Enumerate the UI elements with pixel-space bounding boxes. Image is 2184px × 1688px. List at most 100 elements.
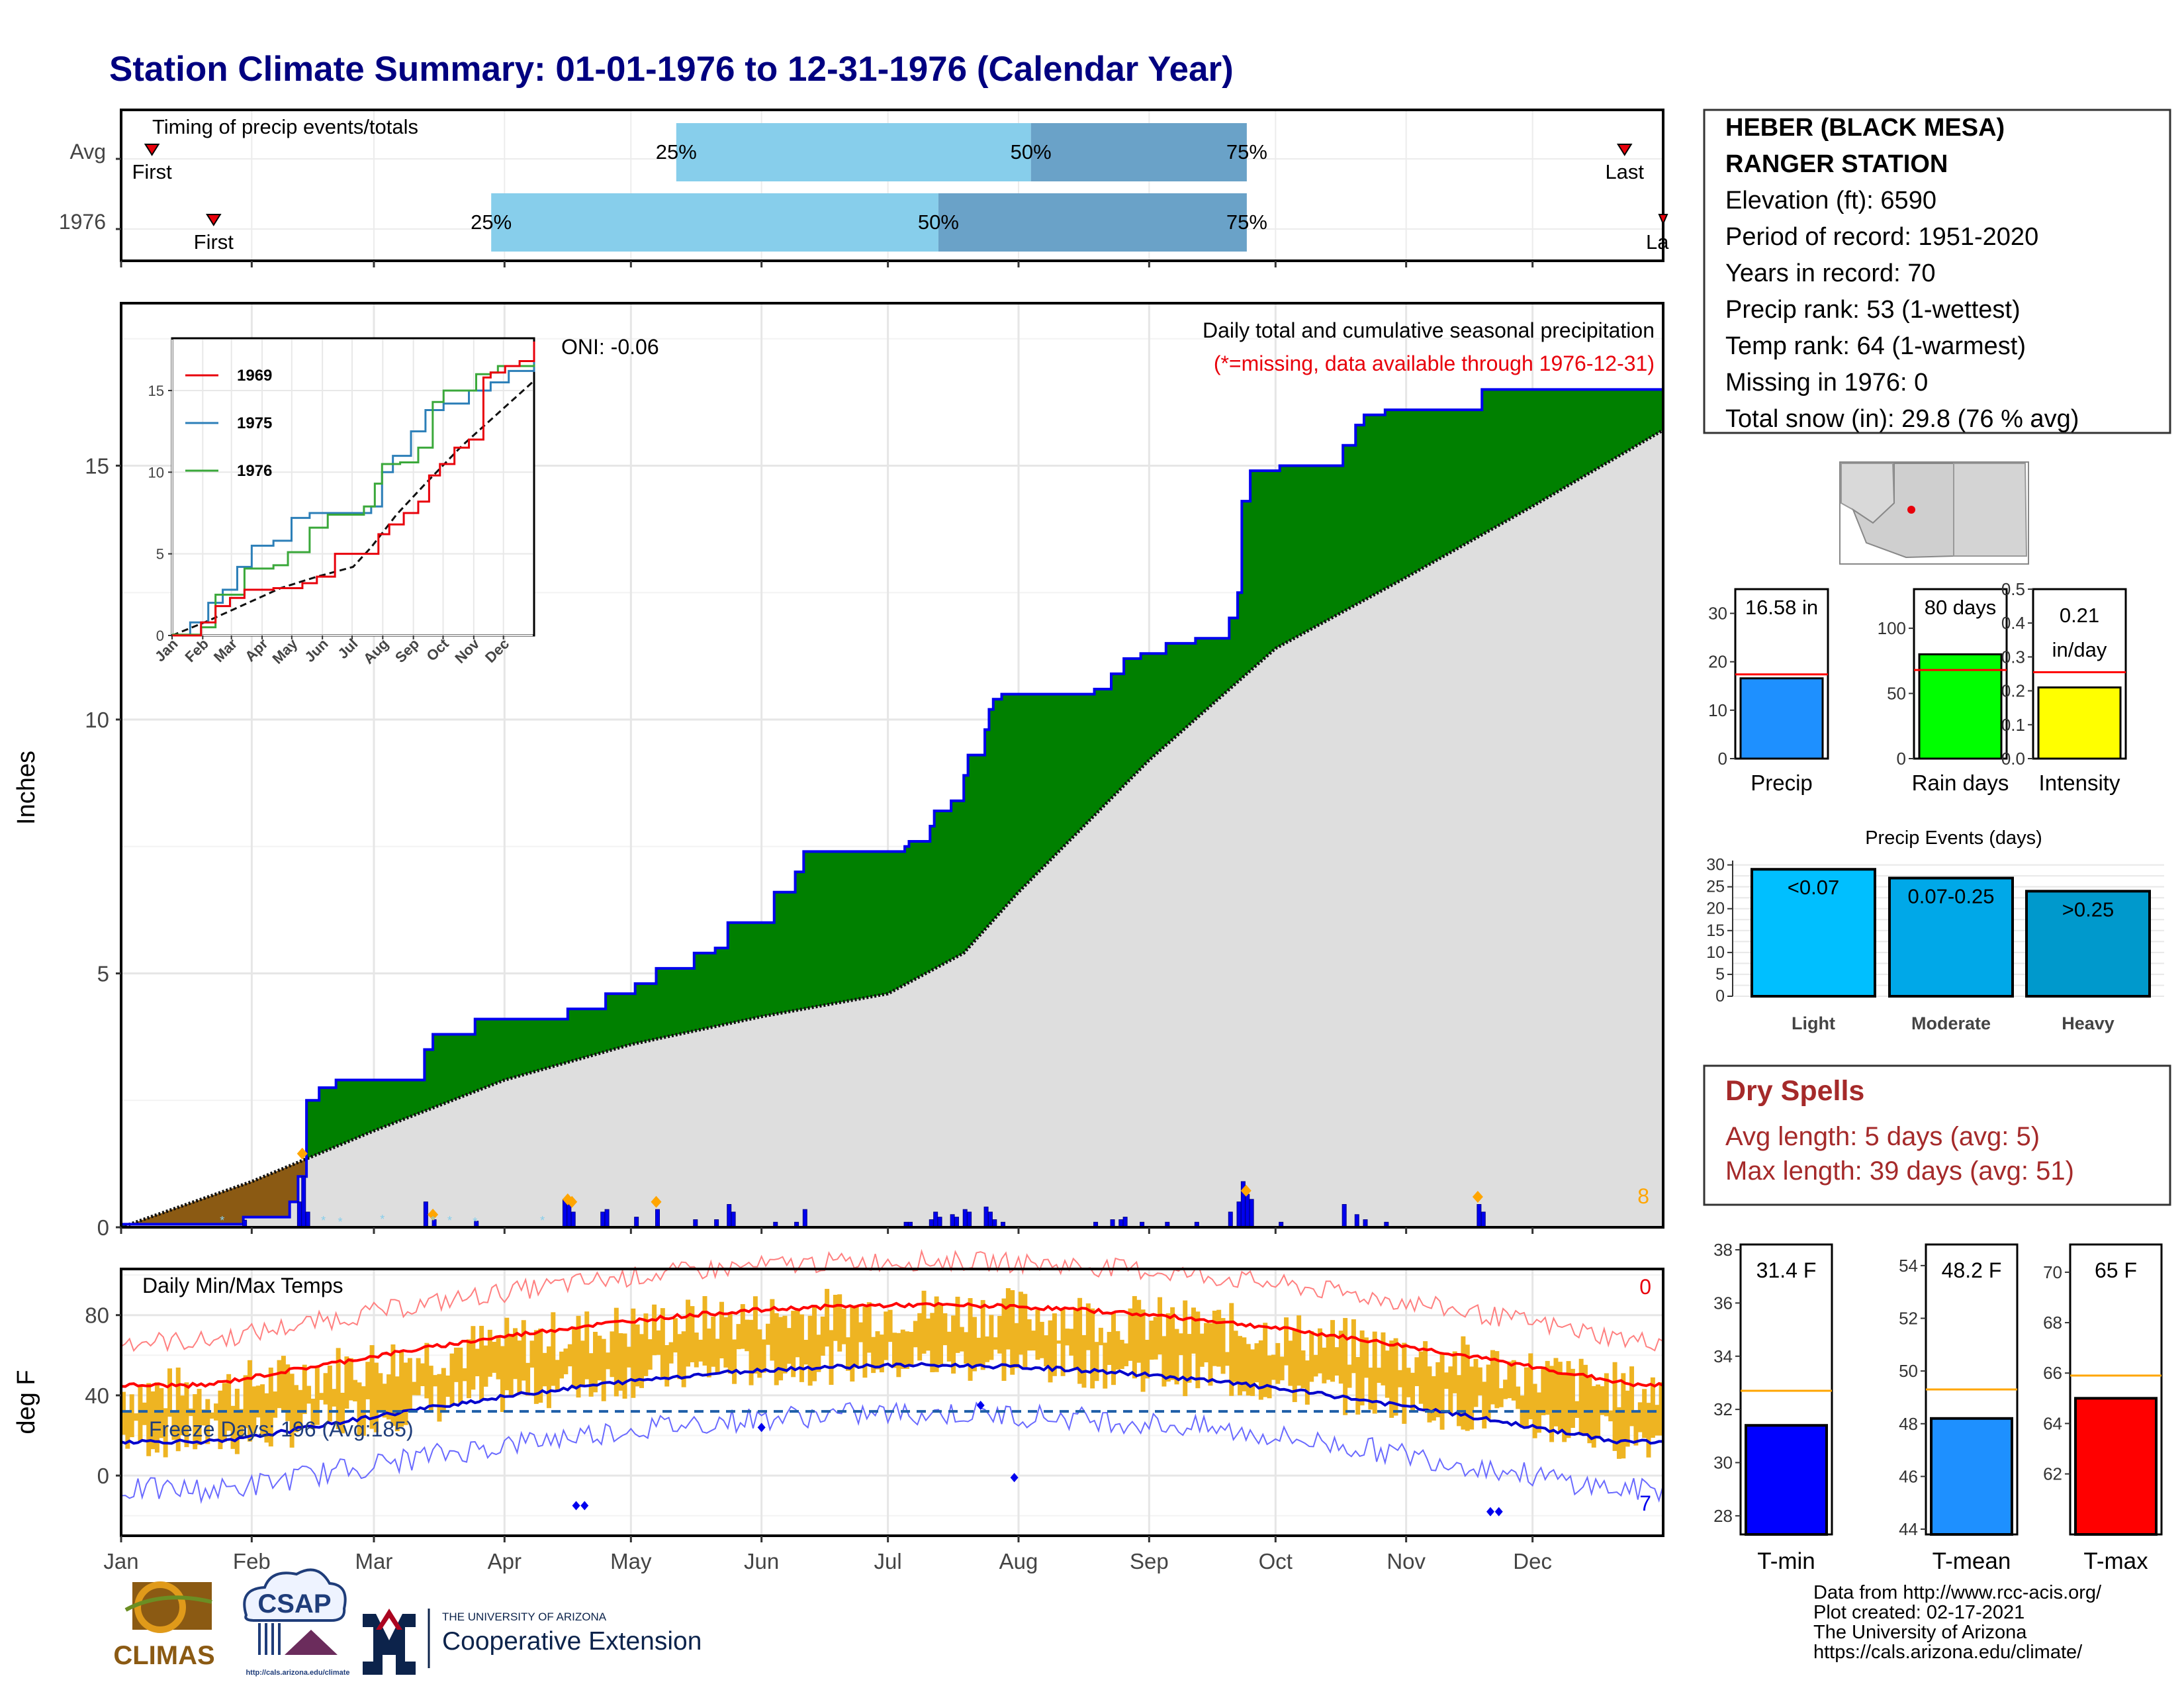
daily-temp-bar [1431,1376,1436,1421]
daily-temp-bar [668,1342,674,1364]
daily-temp-bar [896,1333,901,1378]
record-low-marker [1486,1507,1494,1517]
dry-spells-max: Max length: 39 days (avg: 51) [1725,1156,2074,1186]
station-info-line: Precip rank: 53 (1-wettest) [1725,296,2021,324]
daily-temp-bar [234,1388,240,1454]
temp-stat-ytick-label: 68 [2043,1313,2062,1333]
daily-temp-bar [1208,1323,1213,1386]
temp-ylabel: deg F [13,1370,40,1434]
daily-temp-bar [1659,1382,1664,1436]
daily-temp-bar [597,1335,602,1381]
daily-temp-bar [1128,1308,1133,1361]
daily-temp-bar [622,1333,627,1399]
daily-temp-bar [656,1330,661,1355]
daily-temp-bar [1153,1317,1158,1360]
daily-temp-bar [289,1374,295,1448]
daily-temp-bar [1477,1367,1482,1395]
daily-temp-bar [399,1352,404,1427]
daily-temp-bar [686,1299,691,1367]
daily-temp-bar [1377,1368,1382,1383]
missing-asterisk: * [338,1215,343,1229]
events-ytick-label: 5 [1715,965,1725,984]
daily-temp-bar [1557,1362,1563,1431]
daily-temp-bar [416,1358,421,1395]
daily-temp-bar [1338,1331,1343,1384]
daily-temp-bar [934,1296,939,1372]
first-label: First [194,230,234,254]
daily-temp-bar [462,1368,467,1382]
stat-value: 16.58 in [1745,596,1818,619]
daily-temp-bar [1238,1336,1242,1395]
daily-temp-bar [1136,1299,1142,1363]
daily-temp-bar [403,1362,408,1425]
daily-temp-bar [946,1331,952,1362]
stat-ytick-label: 0 [1897,749,1906,769]
daily-temp-bar [905,1331,910,1369]
daily-temp-bar [1482,1382,1487,1429]
credit-line-3: The University of Arizona [1813,1622,2027,1643]
daily-precip-bar [1342,1203,1347,1228]
daily-precip-bar [802,1209,807,1228]
daily-temp-bar [993,1337,998,1350]
daily-temp-bar [875,1331,880,1370]
above-average-area [306,385,1663,1159]
record-low-marker [572,1501,580,1511]
daily-temp-bar [1616,1407,1621,1459]
daily-temp-bar [858,1322,864,1342]
climas-logo: CLIMAS [113,1581,215,1670]
month-label: Sep [1130,1549,1169,1573]
daily-temp-bar [749,1319,754,1385]
daily-temp-bar [496,1336,501,1380]
inset-ytick-label: 10 [148,464,164,481]
daily-precip-bar [1354,1214,1359,1228]
daily-temp-bar [584,1311,590,1380]
daily-temp-bar [1161,1336,1167,1387]
daily-temp-bar [799,1314,804,1382]
stat-bar [1918,653,2003,760]
daily-temp-bar [778,1317,784,1381]
precip-ytick-label: 10 [85,708,109,732]
precip-header: Daily total and cumulative seasonal prec… [1203,318,1655,342]
daily-temp-bar [273,1391,278,1418]
daily-precip-bar [937,1217,942,1228]
daily-temp-bar [487,1329,492,1377]
daily-temp-bar [1005,1288,1011,1350]
daily-temp-bar [373,1362,379,1432]
daily-temp-bar [513,1328,518,1380]
daily-temp-bar [757,1329,762,1378]
station-info-line: Years in record: 70 [1725,259,1936,287]
daily-temp-bar [420,1363,425,1387]
daily-temp-bar [1174,1329,1179,1385]
csap-url: http://cals.arizona.edu/climate [246,1669,349,1677]
daily-temp-bar [1044,1335,1049,1367]
daily-precip-bar [567,1203,572,1228]
daily-temp-bar [1010,1289,1015,1375]
daily-temp-bar [1385,1350,1390,1398]
daily-temp-bar [955,1296,960,1353]
station-name-line1: HEBER (BLACK MESA) [1725,114,2005,142]
daily-temp-bar [1073,1308,1078,1370]
daily-temp-bar [205,1399,210,1444]
daily-temp-bar [1258,1340,1263,1400]
temp-stat-label: T-mean [1933,1548,2011,1574]
legend-label: 1976 [237,462,272,480]
temp-stat-label: T-min [1757,1548,1815,1574]
precip-ytick-label: 5 [97,961,109,986]
credit-line-4: https://cals.arizona.edu/climate/ [1813,1642,2083,1663]
daily-temp-bar [1031,1331,1036,1351]
daily-temp-bar [433,1375,438,1387]
daily-temp-bar [1389,1340,1394,1418]
record-low-marker [757,1423,766,1432]
inset-ytick-label: 5 [156,546,164,563]
daily-temp-bar [593,1331,598,1393]
daily-temp-bar [1545,1360,1550,1415]
stat-ytick-label: 10 [1708,700,1727,720]
daily-precip-bar [731,1211,736,1228]
stat-bar [2037,686,2122,760]
daily-temp-bar [715,1338,720,1375]
summary-bars: 0 10 20 30 16.58 in Precip 0 50 100 80 days Rain d… [1708,579,2127,795]
daily-temp-bar [1418,1351,1424,1404]
daily-temp-bar [786,1328,792,1364]
precip-panel: * * * * * * * * 0 5 10 15 Inches Daily total and c… [13,302,1664,1240]
